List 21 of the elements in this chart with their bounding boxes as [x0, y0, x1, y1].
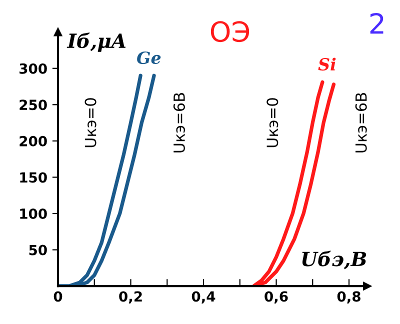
y-axis-title: Iб,μA: [66, 32, 126, 52]
x-tick-label: 0,8: [337, 291, 360, 304]
y-tick-label: 250: [20, 100, 47, 110]
x-tick-label: 0,4: [192, 291, 216, 304]
y-tick-label: 150: [20, 172, 47, 183]
text: Uкэ=6В: [355, 92, 367, 152]
annotation: Ge: [137, 51, 161, 64]
x-tick-label: 0,2: [119, 291, 142, 304]
x-tick-label: 0,6: [264, 291, 288, 304]
annotation: Si: [318, 58, 336, 71]
x-tick-label: 0: [54, 291, 62, 302]
y-tick-label: 300: [20, 63, 47, 74]
text: 2: [370, 12, 384, 34]
x-axis-title: Uбэ,В: [302, 250, 366, 270]
y-tick-label: 100: [20, 208, 47, 219]
text: Uкэ=6В: [173, 92, 185, 152]
y-tick-label: 200: [20, 136, 47, 146]
y-tick-label: 50: [29, 244, 47, 256]
text: Uкэ=0: [84, 98, 96, 148]
text: Uкэ=0: [266, 98, 278, 148]
chart-title: ОЭ: [210, 21, 250, 42]
